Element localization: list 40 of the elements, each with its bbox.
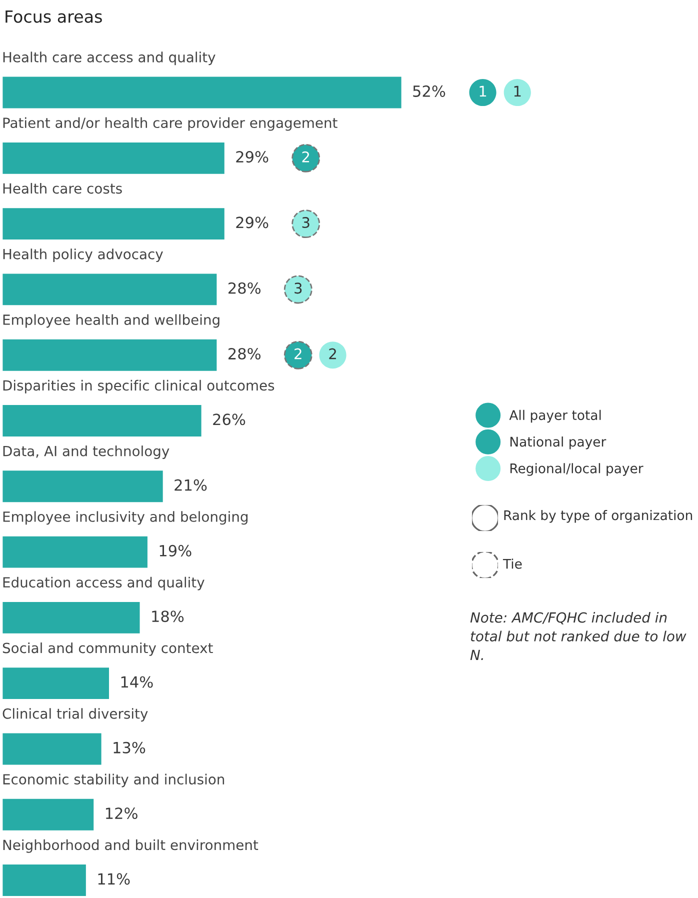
y-tick-label: Health policy advocacy [3, 248, 163, 262]
text: 2 [302, 151, 310, 162]
legend-label: National payer [510, 436, 606, 450]
y-tick-label: Employee health and wellbeing [3, 314, 220, 328]
data-label: 28% [228, 282, 260, 294]
text: 3 [294, 282, 302, 294]
legend-label: All payer total [509, 410, 601, 423]
text: Tie [502, 558, 522, 569]
data-label: 28% [228, 348, 260, 360]
data-label: 26% [213, 414, 246, 426]
data-label: 52% [413, 85, 446, 97]
text: Note: AMC/FQHC included in total but not ranked due to low N. [470, 612, 686, 660]
y-tick-label: Data, AI and technology [3, 446, 170, 459]
data-label: 14% [121, 676, 153, 688]
data-label: 21% [174, 479, 207, 491]
text: 2 [294, 348, 302, 360]
data-label: 29% [236, 216, 268, 228]
chart-title: Focus areas [6, 10, 102, 23]
y-tick-label: Economic stability and inclusion [3, 774, 224, 788]
text: 1 [480, 86, 486, 97]
data-label: 13% [114, 742, 146, 754]
data-label: 12% [106, 808, 138, 820]
y-tick-label: Patient and/or health care provider engagement [3, 117, 338, 131]
legend-label: Regional/local payer [510, 463, 644, 476]
text: 3 [302, 217, 310, 228]
text: Rank by type of organization [504, 510, 692, 523]
y-tick-label: Employee inclusivity and belonging [3, 511, 248, 525]
y-tick-label: Health care access and quality [3, 52, 216, 66]
y-tick-label: Education access and quality [3, 576, 204, 590]
y-tick-label: Social and community context [2, 642, 213, 656]
y-tick-label: Disparities in specific clinical outcomes [3, 380, 274, 394]
data-label: 19% [160, 544, 192, 556]
text: 1 [514, 86, 521, 97]
data-label: 29% [236, 151, 268, 163]
data-label: 11% [98, 873, 130, 885]
text: 2 [329, 348, 336, 360]
data-label: 18% [152, 610, 184, 622]
y-tick-label: Clinical trial diversity [2, 708, 148, 722]
y-tick-label: Neighborhood and built environment [3, 839, 258, 853]
y-tick-label: Health care costs [3, 182, 122, 194]
